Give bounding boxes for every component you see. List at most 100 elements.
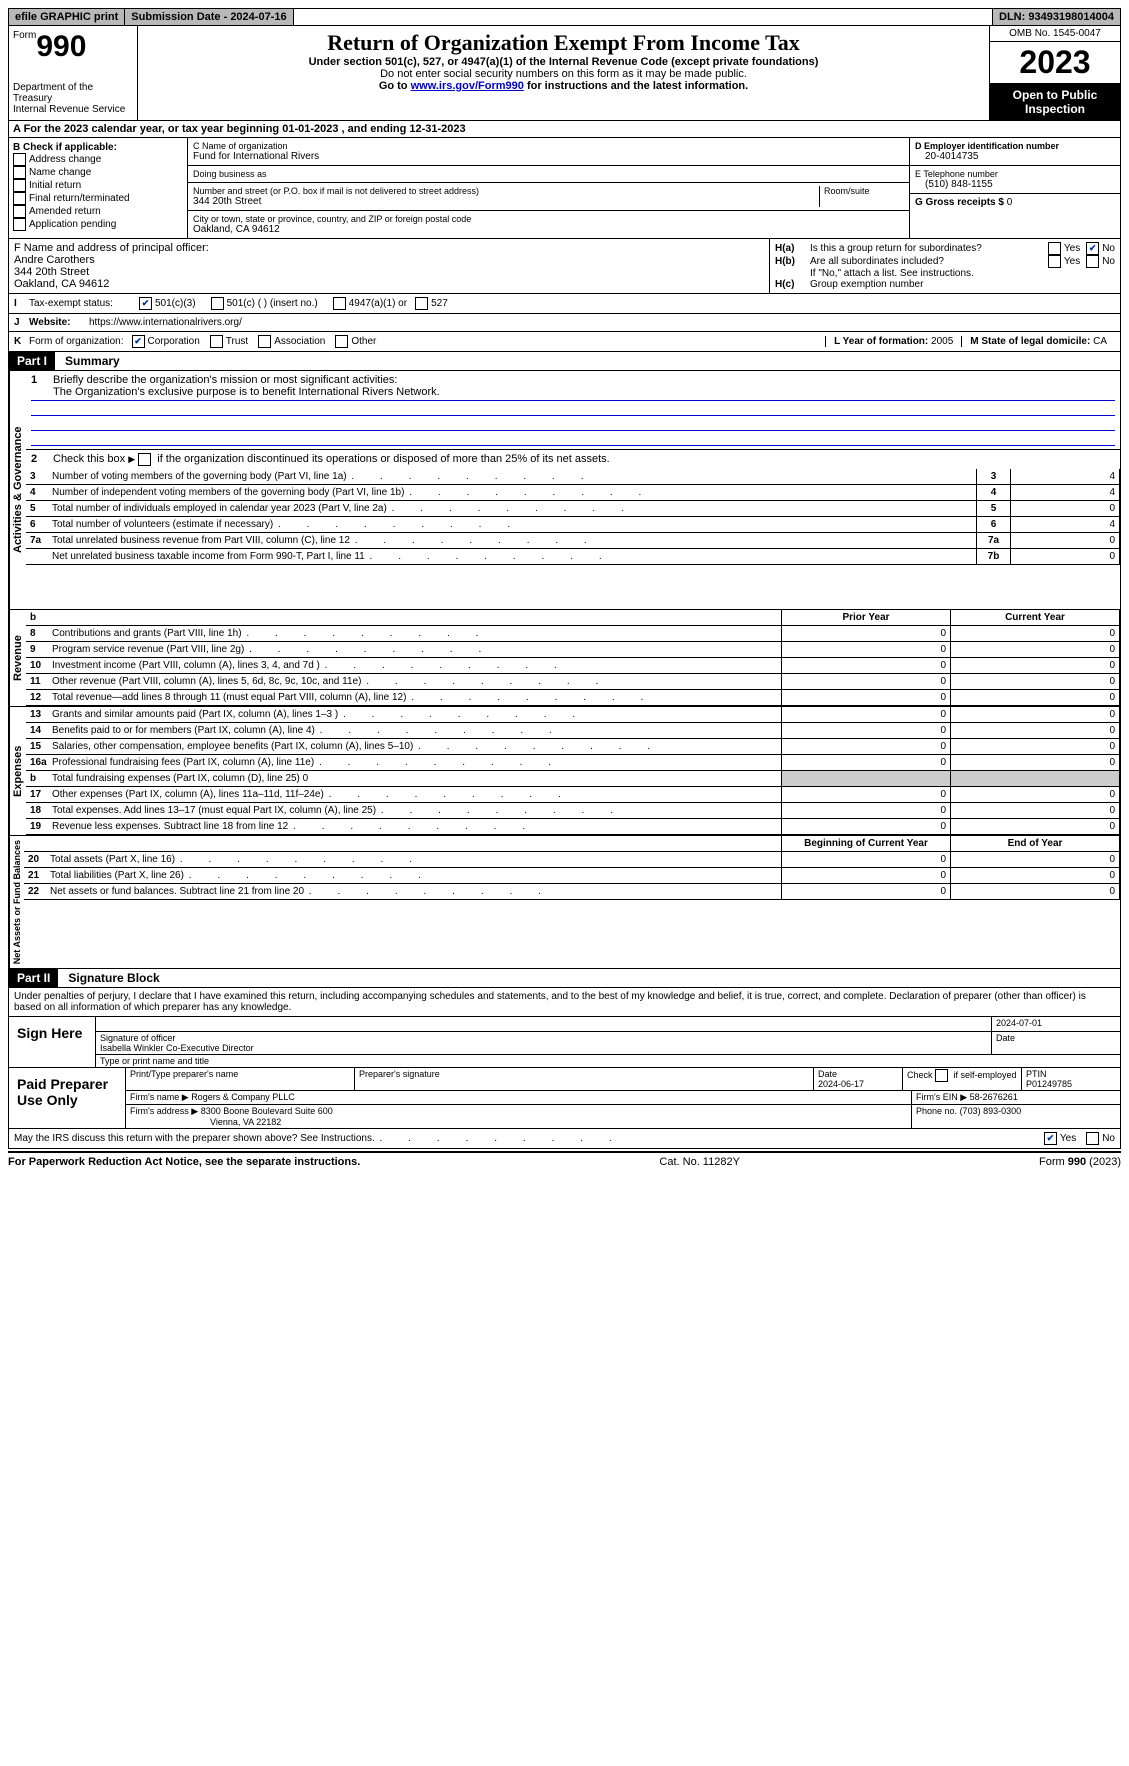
net-header-row: Beginning of Current Year End of Year <box>24 836 1120 852</box>
chk-other[interactable] <box>335 335 348 348</box>
discuss-row: May the IRS discuss this return with the… <box>8 1129 1121 1149</box>
phone-label: E Telephone number <box>915 169 1115 179</box>
chk-hb-yes[interactable] <box>1048 255 1061 268</box>
table-row: 4Number of independent voting members of… <box>26 485 1120 501</box>
lbl-ha-no: No <box>1102 243 1115 254</box>
form-subtitle-2: Do not enter social security numbers on … <box>142 68 985 80</box>
prep-print-label: Print/Type preparer's name <box>130 1069 238 1079</box>
lbl-name-change: Name change <box>29 167 91 178</box>
prep-date: 2024-06-17 <box>818 1079 864 1089</box>
row-i: I Tax-exempt status: 501(c)(3) 501(c) ( … <box>8 294 1121 314</box>
sign-here-block: Sign Here 2024-07-01 Signature of office… <box>8 1017 1121 1068</box>
lbl-501c: 501(c) ( ) (insert no.) <box>227 298 318 309</box>
table-row: 22Net assets or fund balances. Subtract … <box>24 884 1120 900</box>
firm-phone: (703) 893-0300 <box>960 1106 1022 1116</box>
chk-address-change[interactable] <box>13 153 26 166</box>
tax-year-end: 12-31-2023 <box>409 123 465 135</box>
tax-year: 2023 <box>990 42 1120 84</box>
chk-initial-return[interactable] <box>13 179 26 192</box>
chk-4947[interactable] <box>333 297 346 310</box>
chk-corp[interactable] <box>132 335 145 348</box>
addr: 344 20th Street <box>193 196 261 207</box>
year-formation-label: L Year of formation: <box>834 336 931 347</box>
lbl-app-pending: Application pending <box>29 219 116 230</box>
part1-body: Activities & Governance 1Briefly describ… <box>8 371 1121 610</box>
gross-receipts-label: G Gross receipts $ <box>915 197 1007 208</box>
expenses-table: 13Grants and similar amounts paid (Part … <box>26 707 1120 835</box>
chk-501c[interactable] <box>211 297 224 310</box>
chk-assoc[interactable] <box>258 335 271 348</box>
chk-501c3[interactable] <box>139 297 152 310</box>
chk-name-change[interactable] <box>13 166 26 179</box>
sub3-pre: Go to <box>379 80 411 92</box>
ha-text: Is this a group return for subordinates? <box>810 243 1048 254</box>
form-title-box: Return of Organization Exempt From Incom… <box>138 26 990 120</box>
table-row: Net unrelated business taxable income fr… <box>26 549 1120 565</box>
row-a-pre: A For the 2023 calendar year, or tax yea… <box>13 123 282 135</box>
chk-ha-yes[interactable] <box>1048 242 1061 255</box>
chk-discuss-yes[interactable] <box>1044 1132 1057 1145</box>
row-a: A For the 2023 calendar year, or tax yea… <box>8 121 1121 138</box>
lbl-527: 527 <box>431 298 448 309</box>
ha-prefix: H(a) <box>775 243 810 254</box>
label-k: K <box>14 336 29 347</box>
revenue-section: Revenue b Prior Year Current Year 8Contr… <box>8 610 1121 707</box>
hb-prefix: H(b) <box>775 256 810 267</box>
ein-label: D Employer identification number <box>915 141 1115 151</box>
vlabel-expenses: Expenses <box>9 707 26 835</box>
discuss-no: No <box>1102 1133 1115 1144</box>
sign-date-label: Date <box>996 1033 1015 1043</box>
city-label: City or town, state or province, country… <box>193 214 904 224</box>
domicile-label: M State of legal domicile: <box>970 336 1093 347</box>
chk-discuss-no[interactable] <box>1086 1132 1099 1145</box>
part1-num: Part I <box>9 352 55 370</box>
lbl-initial-return: Initial return <box>29 180 81 191</box>
gross-receipts: 0 <box>1007 197 1013 208</box>
irs-link[interactable]: www.irs.gov/Form990 <box>411 80 524 92</box>
netassets-section: Net Assets or Fund Balances Beginning of… <box>8 836 1121 969</box>
part2-header: Part II Signature Block <box>8 969 1121 988</box>
table-row: 10Investment income (Part VIII, column (… <box>26 658 1120 674</box>
year-box: OMB No. 1545-0047 2023 Open to Public In… <box>990 26 1120 120</box>
box-c: C Name of organization Fund for Internat… <box>188 138 909 238</box>
lbl-amended: Amended return <box>29 206 101 217</box>
lbl-final-return: Final return/terminated <box>29 193 130 204</box>
chk-ha-no[interactable] <box>1086 242 1099 255</box>
mission-blank3 <box>31 431 1115 446</box>
orgform-label: Form of organization: <box>29 336 124 347</box>
table-row: 11Other revenue (Part VIII, column (A), … <box>26 674 1120 690</box>
chk-discontinued[interactable] <box>138 453 151 466</box>
officer-label: F Name and address of principal officer: <box>14 242 764 254</box>
firm-phone-label: Phone no. <box>916 1106 957 1116</box>
submission-date: Submission Date - 2024-07-16 <box>125 9 293 25</box>
chk-self-employed[interactable] <box>935 1069 948 1082</box>
officer-signed-title: Co-Executive Director <box>166 1043 254 1053</box>
chk-app-pending[interactable] <box>13 218 26 231</box>
table-row: 6Total number of volunteers (estimate if… <box>26 517 1120 533</box>
table-row: 13Grants and similar amounts paid (Part … <box>26 707 1120 723</box>
officer-name: Andre Carothers <box>14 254 764 266</box>
firm-ein: 58-2676261 <box>970 1092 1018 1102</box>
form-header: Form990 Department of the Treasury Inter… <box>8 26 1121 121</box>
part1-header: Part I Summary <box>8 352 1121 371</box>
firm-addr-label: Firm's address <box>130 1106 189 1116</box>
lbl-address-change: Address change <box>29 154 101 165</box>
chk-hb-no[interactable] <box>1086 255 1099 268</box>
chk-final-return[interactable] <box>13 192 26 205</box>
table-row: 16aProfessional fundraising fees (Part I… <box>26 755 1120 771</box>
lbl-ha-yes: Yes <box>1064 243 1080 254</box>
chk-527[interactable] <box>415 297 428 310</box>
chk-amended[interactable] <box>13 205 26 218</box>
footer-mid: Cat. No. 11282Y <box>659 1156 740 1168</box>
box-f: F Name and address of principal officer:… <box>9 239 770 293</box>
table-row: 18Total expenses. Add lines 13–17 (must … <box>26 803 1120 819</box>
page-footer: For Paperwork Reduction Act Notice, see … <box>8 1151 1121 1171</box>
chk-trust[interactable] <box>210 335 223 348</box>
dept-treasury: Department of the Treasury Internal Reve… <box>13 82 133 115</box>
form-subtitle-3: Go to www.irs.gov/Form990 for instructio… <box>142 80 985 92</box>
dln-label: DLN: 93493198014004 <box>993 9 1120 25</box>
line1-text: Briefly describe the organization's miss… <box>53 374 397 386</box>
city: Oakland, CA 94612 <box>193 224 280 235</box>
tax-year-begin: 01-01-2023 <box>282 123 338 135</box>
table-row: 14Benefits paid to or for members (Part … <box>26 723 1120 739</box>
